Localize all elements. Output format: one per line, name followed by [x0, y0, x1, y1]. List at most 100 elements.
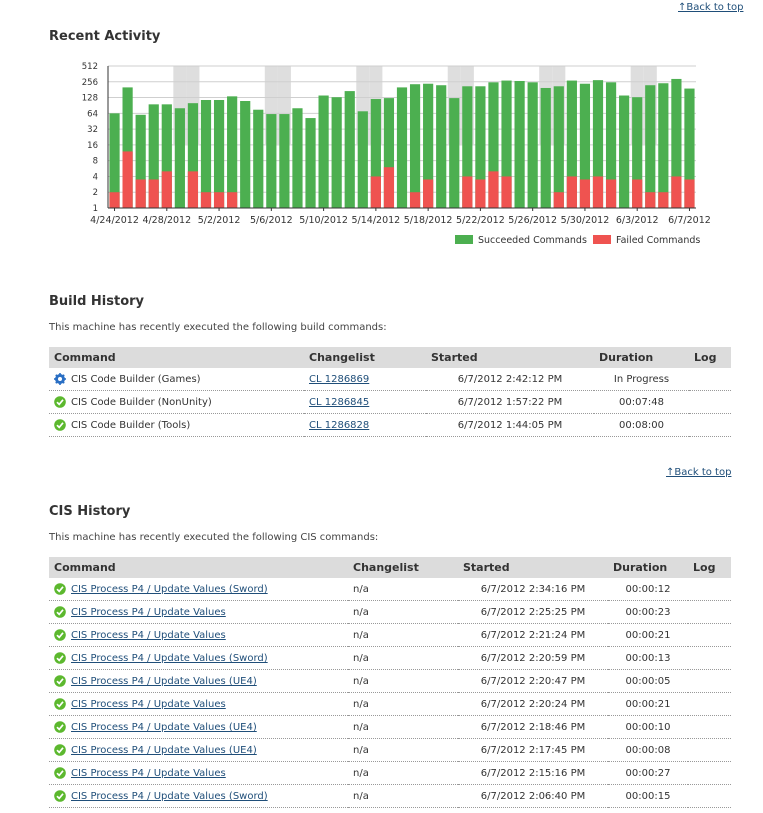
succeeded-bar — [527, 82, 538, 208]
build-changelist-cell: CL 1286845 — [304, 390, 426, 414]
col-command: Command — [49, 557, 348, 578]
succeeded-bar — [645, 85, 656, 208]
cis-history-description: This machine has recently executed the f… — [49, 532, 379, 543]
failed-bar — [148, 179, 159, 208]
build-log-cell — [689, 390, 731, 414]
build-started-cell: 6/7/2012 1:57:22 PM — [426, 390, 594, 414]
x-tick-label: 5/22/2012 — [456, 215, 505, 226]
cis-command-cell: CIS Process P4 / Update Values (UE4) — [49, 738, 348, 762]
cis-changelist-cell: n/a — [348, 600, 458, 624]
cis-command-link[interactable]: CIS Process P4 / Update Values (UE4) — [71, 745, 257, 756]
back-to-top-link-build[interactable]: ↑Back to top — [666, 467, 732, 478]
succeeded-bar — [370, 99, 381, 208]
cis-command-cell: CIS Process P4 / Update Values — [49, 623, 348, 647]
build-log-cell — [689, 413, 731, 437]
succeeded-bar — [122, 87, 133, 208]
cis-command-cell: CIS Process P4 / Update Values — [49, 600, 348, 624]
succeeded-bar — [213, 99, 225, 208]
failed-bar — [200, 192, 212, 208]
x-tick-label: 5/2/2012 — [198, 215, 241, 226]
x-tick-label: 5/6/2012 — [250, 215, 293, 226]
failed-bar — [553, 192, 564, 208]
cis-command-link[interactable]: CIS Process P4 / Update Values — [71, 699, 226, 710]
changelist-link[interactable]: CL 1286869 — [309, 373, 370, 385]
cis-duration-cell: 00:00:21 — [608, 623, 688, 647]
failed-bar — [409, 192, 421, 208]
y-tick-label: 128 — [82, 94, 98, 104]
cis-command-link[interactable]: CIS Process P4 / Update Values (Sword) — [71, 584, 268, 595]
success-check-icon — [54, 419, 66, 431]
cis-changelist-cell: n/a — [348, 761, 458, 785]
back-to-top-link[interactable]: ↑Back to top — [678, 2, 744, 13]
build-command-label: CIS Code Builder (Games) — [71, 374, 201, 385]
build-started-cell: 6/7/2012 1:44:05 PM — [426, 413, 594, 437]
succeeded-bar — [109, 113, 120, 208]
succeeded-bar — [658, 83, 669, 208]
succeeded-bar — [383, 98, 395, 208]
cis-duration-cell: 00:00:10 — [608, 715, 688, 739]
succeeded-bar — [305, 118, 316, 208]
x-tick-label: 5/26/2012 — [508, 215, 557, 226]
succeeded-bar — [423, 83, 434, 208]
table-row: CIS Process P4 / Update Values (Sword) n/… — [49, 646, 731, 670]
succeeded-bar — [553, 86, 564, 208]
cis-command-link[interactable]: CIS Process P4 / Update Values (UE4) — [71, 676, 257, 687]
cis-command-link[interactable]: CIS Process P4 / Update Values — [71, 607, 226, 618]
cis-changelist-cell: n/a — [348, 578, 458, 601]
success-check-icon — [54, 767, 66, 779]
cis-command-link[interactable]: CIS Process P4 / Update Values (Sword) — [71, 653, 268, 664]
succeeded-bar — [436, 85, 447, 208]
x-tick-label: 4/28/2012 — [142, 215, 191, 226]
cis-started-cell: 6/7/2012 2:21:24 PM — [458, 623, 608, 647]
cis-command-link[interactable]: CIS Process P4 / Update Values (UE4) — [71, 722, 257, 733]
succeeded-bar — [161, 104, 172, 208]
cis-command-cell: CIS Process P4 / Update Values (Sword) — [49, 646, 348, 670]
x-tick-label: 6/3/2012 — [616, 215, 659, 226]
succeeded-bar — [605, 82, 617, 208]
cis-started-cell: 6/7/2012 2:15:16 PM — [458, 761, 608, 785]
succeeded-bar — [344, 91, 355, 208]
cis-command-link[interactable]: CIS Process P4 / Update Values (Sword) — [71, 791, 268, 802]
cis-changelist-cell: n/a — [348, 692, 458, 716]
failed-bar — [383, 167, 395, 208]
succeeded-bar — [488, 82, 499, 208]
cis-command-link[interactable]: CIS Process P4 / Update Values — [71, 630, 226, 641]
success-check-icon — [54, 396, 66, 408]
success-check-icon — [54, 721, 66, 733]
failed-bar — [109, 192, 120, 208]
build-history-header-row: Command Changelist Started Duration Log — [49, 347, 731, 368]
cis-command-cell: CIS Process P4 / Update Values — [49, 692, 348, 716]
col-log: Log — [689, 347, 731, 368]
changelist-link[interactable]: CL 1286828 — [309, 419, 370, 431]
cis-command-cell: CIS Process P4 / Update Values (UE4) — [49, 715, 348, 739]
col-command: Command — [49, 347, 304, 368]
succeeded-bar — [632, 97, 643, 208]
succeeded-bar — [174, 108, 185, 208]
table-row: CIS Code Builder (Games) CL 1286869 6/7/20… — [49, 368, 731, 391]
y-tick-label: 64 — [87, 109, 98, 119]
failed-bar — [566, 176, 577, 208]
cis-started-cell: 6/7/2012 2:20:47 PM — [458, 669, 608, 693]
succeeded-bar — [200, 99, 212, 208]
table-row: CIS Process P4 / Update Values n/a 6/7/201… — [49, 600, 731, 624]
changelist-link[interactable]: CL 1286845 — [309, 396, 370, 408]
cis-command-link[interactable]: CIS Process P4 / Update Values — [71, 768, 226, 779]
build-history-title: Build History — [49, 294, 145, 309]
legend-swatch-succeeded — [455, 235, 473, 244]
table-row: CIS Process P4 / Update Values n/a 6/7/201… — [49, 692, 731, 716]
failed-bar — [423, 179, 434, 208]
cis-changelist-cell: n/a — [348, 715, 458, 739]
cis-log-cell — [688, 623, 731, 647]
succeeded-bar — [671, 78, 682, 208]
succeeded-bar — [501, 80, 512, 208]
col-changelist: Changelist — [304, 347, 426, 368]
build-changelist-cell: CL 1286869 — [304, 368, 426, 391]
build-history-description: This machine has recently executed the f… — [49, 322, 387, 333]
failed-bar — [592, 176, 604, 208]
failed-bar — [135, 179, 146, 208]
col-changelist: Changelist — [348, 557, 458, 578]
cis-duration-cell: 00:00:12 — [608, 578, 688, 601]
x-tick-label: 5/10/2012 — [299, 215, 348, 226]
build-duration-cell: In Progress — [594, 368, 689, 391]
cis-started-cell: 6/7/2012 2:25:25 PM — [458, 600, 608, 624]
